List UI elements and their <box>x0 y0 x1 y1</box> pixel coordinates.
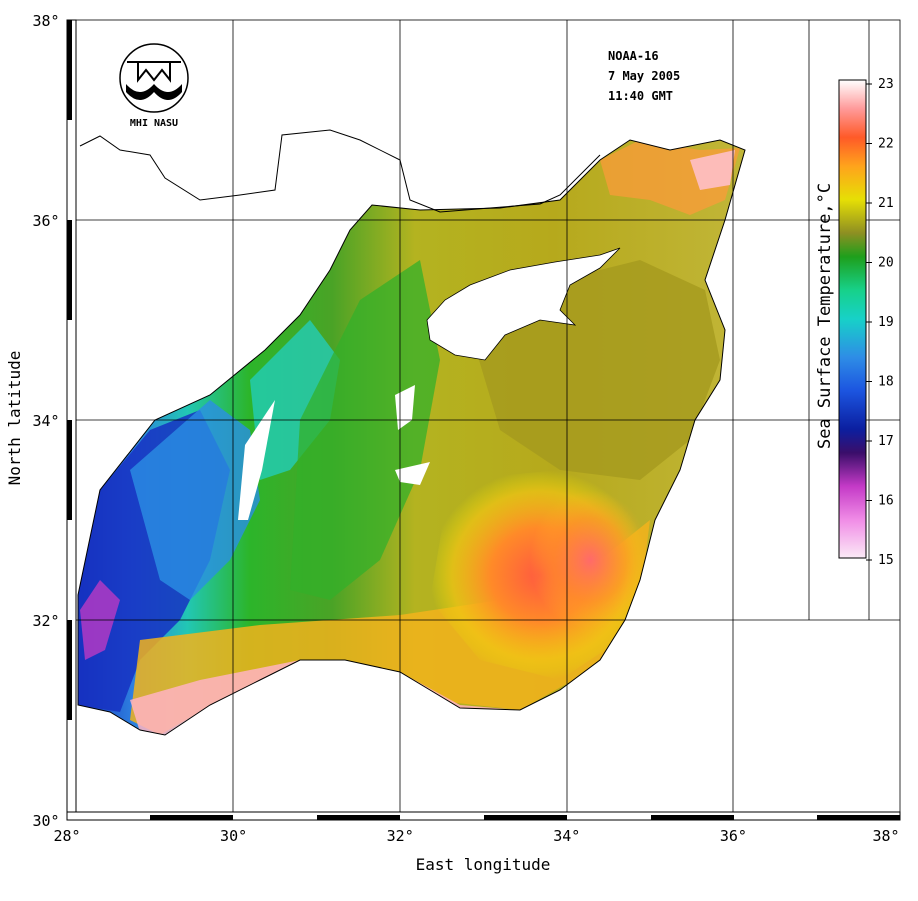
y-tick-label: 34° <box>32 412 59 430</box>
colorbar-title: Sea Surface Temperature,°C <box>815 183 835 449</box>
colorbar-tick-label: 21 <box>878 196 894 211</box>
logo-caption: MHI NASU <box>130 118 178 129</box>
colorbar-tick-label: 18 <box>878 375 894 390</box>
x-tick-label: 34° <box>553 827 580 845</box>
y-tick-label: 30° <box>32 812 59 830</box>
colorbar-tick-label: 19 <box>878 315 894 330</box>
colorbar-tick-label: 22 <box>878 137 894 152</box>
image-date: 7 May 2005 <box>608 69 680 83</box>
image-time: 11:40 GMT <box>608 89 673 103</box>
x-tick-labels: 28° 30° 32° 34° 36° 38° <box>53 827 899 845</box>
lon-scale-bar <box>66 811 901 821</box>
colorbar-tick-label: 17 <box>878 434 894 449</box>
lat-scale-bar <box>66 19 77 821</box>
x-tick-label: 36° <box>720 827 747 845</box>
colorbar: 23 22 21 20 19 18 17 16 15 <box>838 77 894 568</box>
y-tick-label: 36° <box>32 212 59 230</box>
cyprus-island <box>426 247 621 361</box>
mhi-nasu-logo-icon <box>119 43 189 113</box>
colorbar-tick-label: 20 <box>878 256 894 271</box>
colorbar-ticks: 23 22 21 20 19 18 17 16 15 <box>866 77 894 568</box>
turkey-coastline <box>79 129 601 213</box>
x-tick-label: 28° <box>53 827 80 845</box>
x-tick-label: 32° <box>387 827 414 845</box>
x-axis-label: East longitude <box>416 855 551 874</box>
colorbar-tick-label: 15 <box>878 553 894 568</box>
y-tick-labels: 30° 32° 34° 36° 38° <box>32 12 59 830</box>
y-tick-label: 38° <box>32 12 59 30</box>
graticule <box>75 19 901 813</box>
colorbar-tick-label: 23 <box>878 77 894 92</box>
x-tick-label: 30° <box>220 827 247 845</box>
satellite-name: NOAA-16 <box>608 49 659 63</box>
x-tick-label: 38° <box>872 827 899 845</box>
sst-field <box>78 140 745 735</box>
y-tick-label: 32° <box>32 612 59 630</box>
colorbar-tick-label: 16 <box>878 494 894 509</box>
colorbar-gradient <box>838 79 867 559</box>
y-axis-label: North latitude <box>5 351 24 486</box>
